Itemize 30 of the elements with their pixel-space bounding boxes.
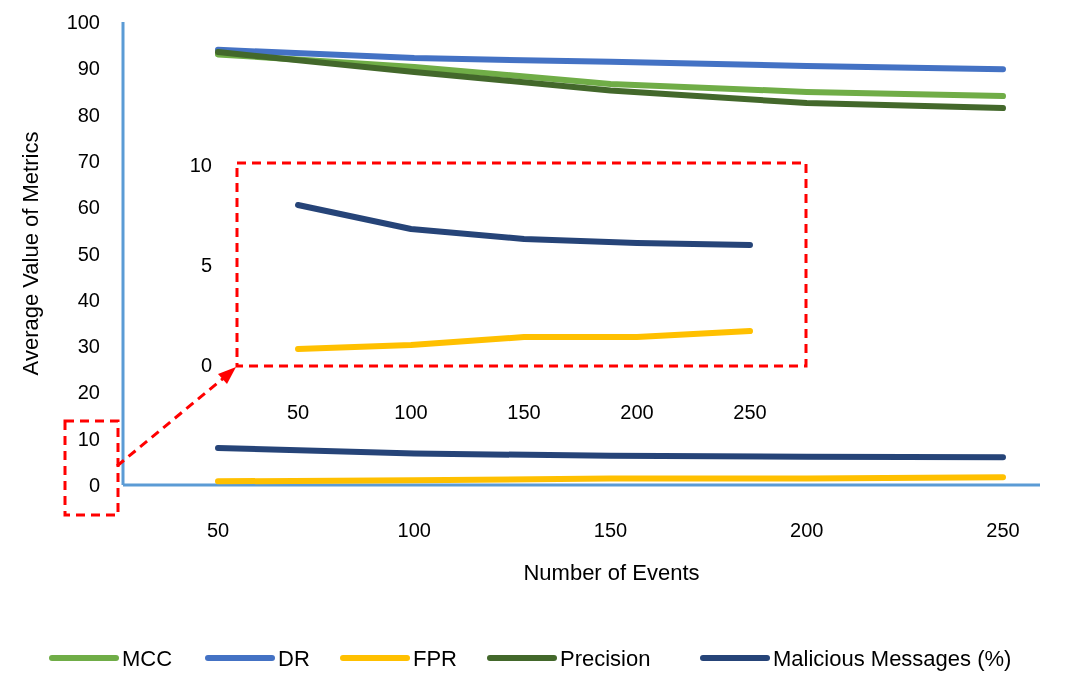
x-tick-label: 200 <box>620 401 654 423</box>
y-tick-label: 90 <box>77 57 100 80</box>
x-tick-label: 150 <box>507 401 541 423</box>
legend-label: DR <box>278 645 310 671</box>
y-tick-label: 20 <box>77 381 100 404</box>
legend-label: MCC <box>122 645 173 671</box>
x-tick-label: 250 <box>733 401 767 423</box>
y-tick-label: 70 <box>77 149 100 172</box>
y-tick-label: 100 <box>66 11 100 33</box>
x-axis-title: Number of Events <box>523 559 700 585</box>
y-tick-label: 0 <box>200 354 212 376</box>
legend-label: Malicious Messages (%) <box>773 645 1012 671</box>
y-tick-label: 80 <box>77 103 100 126</box>
y-tick-label: 5 <box>200 254 212 276</box>
legend-label: Precision <box>560 645 651 671</box>
y-tick-label: 10 <box>189 154 212 176</box>
x-tick-label: 250 <box>986 519 1020 541</box>
x-tick-label: 200 <box>790 519 824 541</box>
y-axis-title: Average Value of Metrics <box>17 131 43 376</box>
legend-label: FPR <box>413 645 457 671</box>
y-tick-label: 50 <box>77 242 100 265</box>
y-tick-label: 40 <box>77 288 100 311</box>
y-tick-label: 10 <box>77 427 100 450</box>
x-tick-label: 100 <box>397 519 431 541</box>
y-tick-label: 0 <box>88 474 100 496</box>
x-tick-label: 150 <box>593 519 628 541</box>
y-tick-label: 60 <box>77 196 100 219</box>
x-tick-label: 50 <box>286 401 310 423</box>
y-tick-label: 30 <box>77 335 100 358</box>
x-tick-label: 100 <box>394 401 428 423</box>
